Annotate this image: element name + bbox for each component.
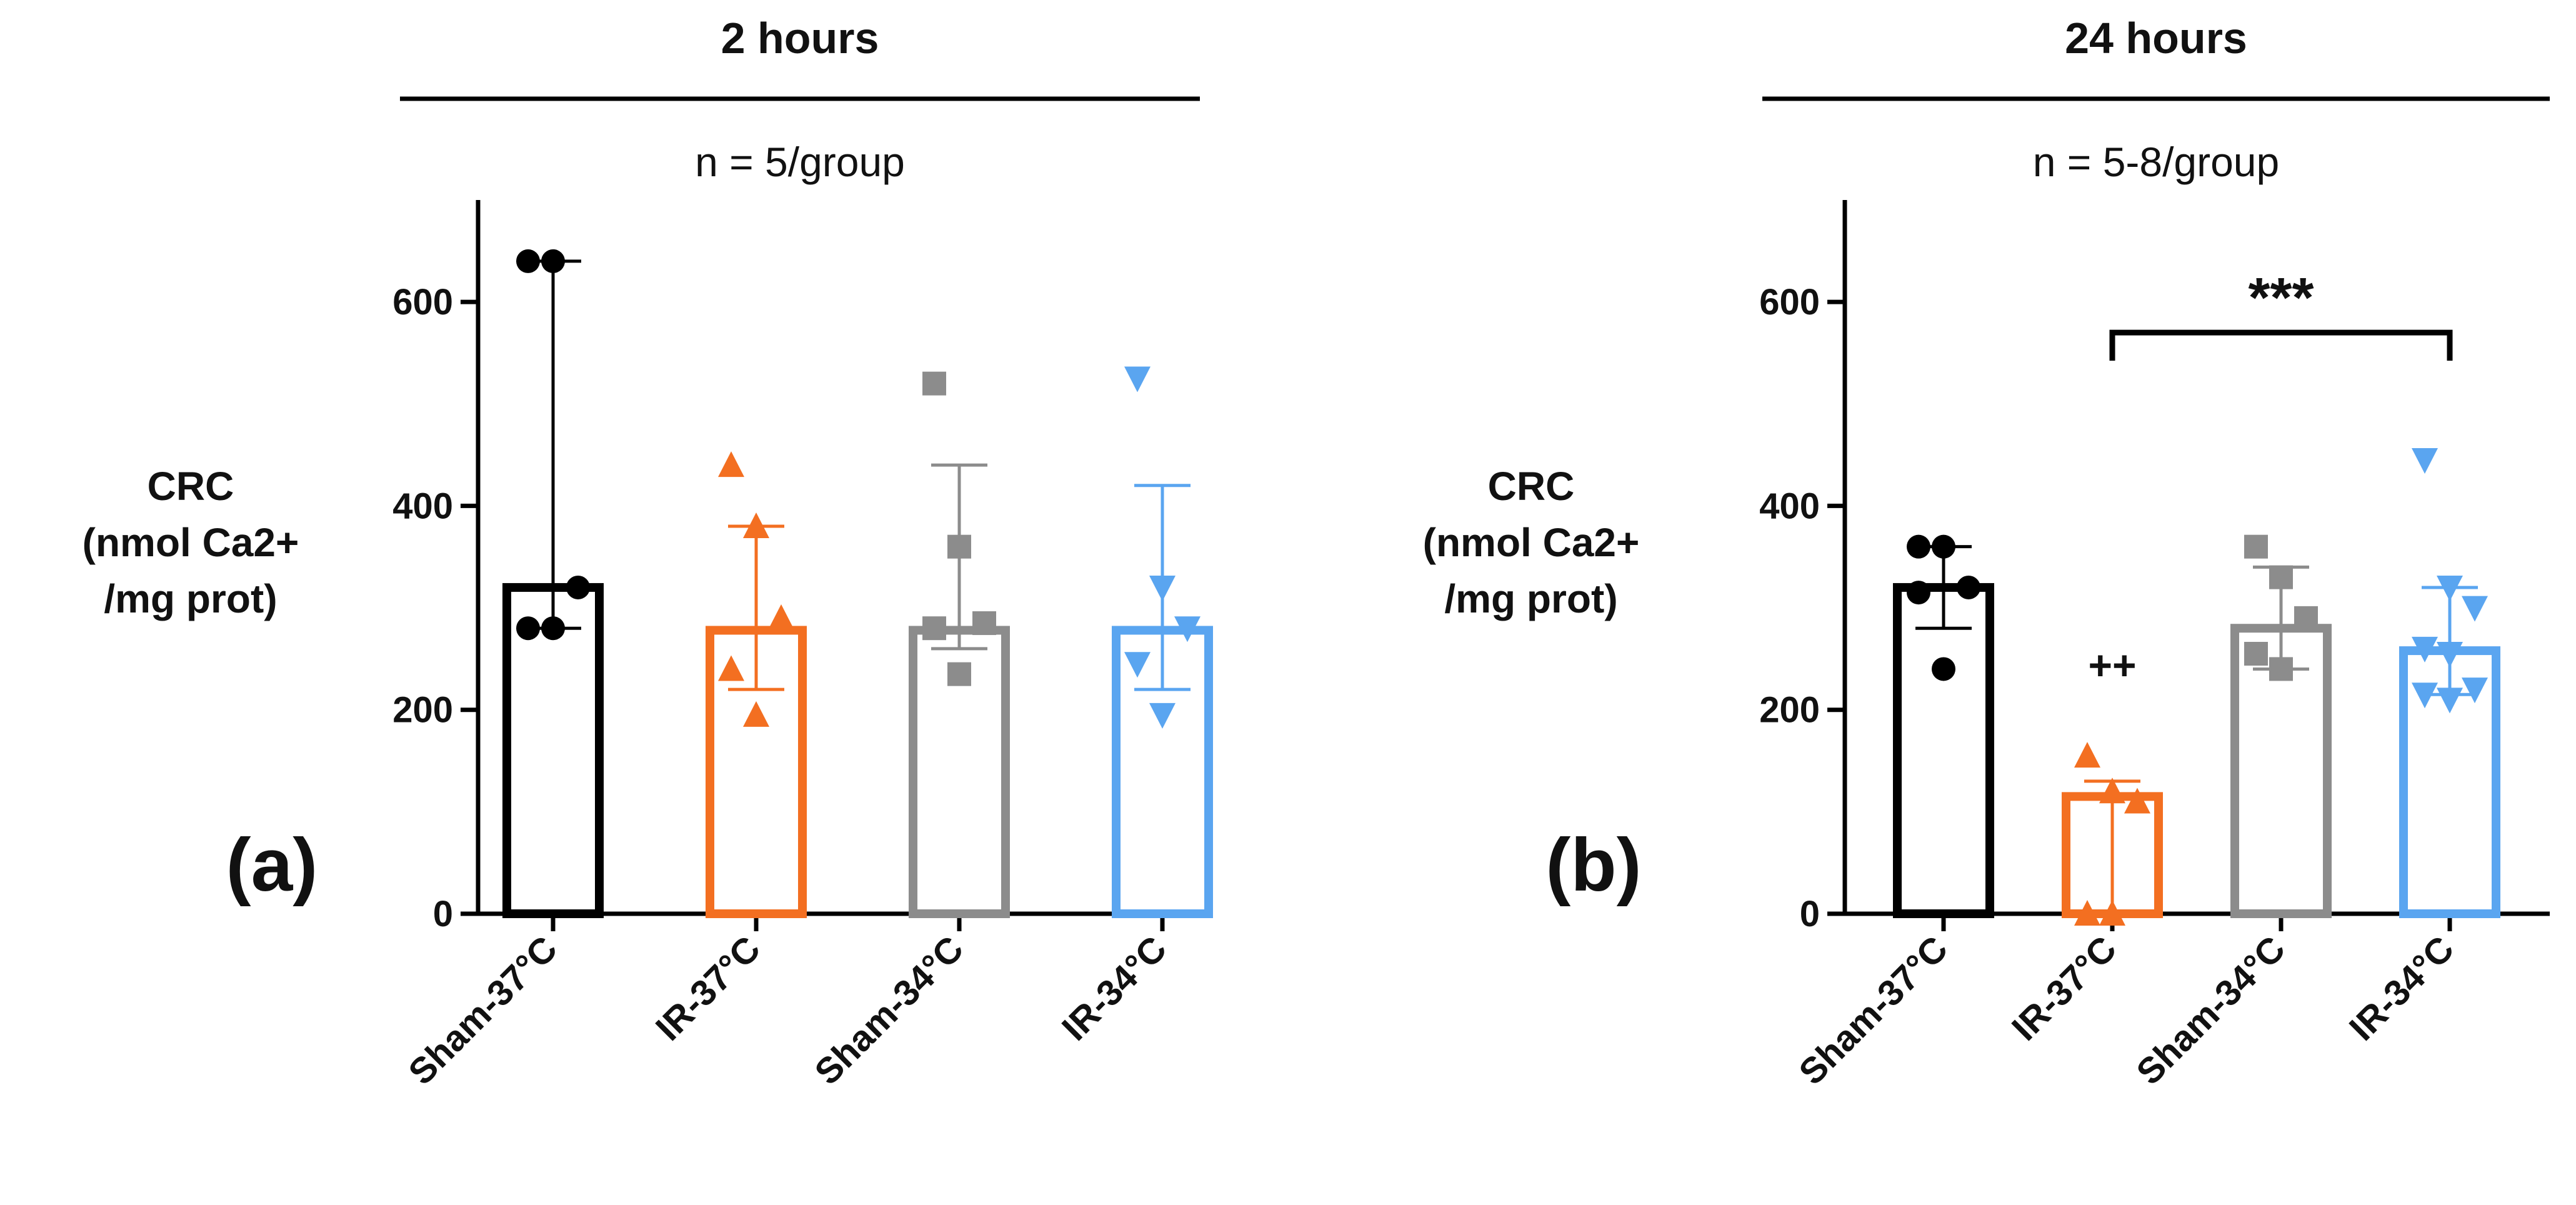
data-point	[2462, 678, 2488, 704]
data-point	[743, 701, 769, 727]
data-point	[1957, 575, 1980, 599]
data-point	[2244, 641, 2268, 666]
y-tick-label: 400	[392, 486, 453, 526]
data-point	[2294, 606, 2318, 630]
chart-subtitle: n = 5-8/group	[2033, 139, 2279, 185]
y-tick-label: 400	[1759, 486, 1820, 526]
significance-stars: ***	[2248, 267, 2314, 329]
data-point	[516, 249, 540, 273]
data-point	[1149, 575, 1176, 601]
y-tick-label: 0	[433, 894, 453, 934]
y-axis-label: CRC	[1488, 464, 1575, 509]
x-tick-label: IR-37°C	[2004, 928, 2124, 1048]
data-point	[2269, 565, 2293, 589]
chart-panel-b: 24 hours n = 5-8/group CRC (nmol Ca2+ /mg pr…	[1423, 14, 2550, 1092]
data-point	[1124, 366, 1151, 392]
x-tick-label: Sham-34°C	[807, 928, 971, 1092]
data-point	[768, 604, 794, 630]
data-point	[947, 662, 971, 686]
y-tick-label: 0	[1800, 894, 1820, 934]
data-point	[972, 611, 996, 636]
x-tick-label: IR-34°C	[2342, 928, 2462, 1048]
significance-bracket	[2109, 329, 2453, 361]
data-point	[2412, 682, 2438, 709]
y-tick-label: 600	[392, 282, 453, 322]
y-tick-label: 200	[392, 690, 453, 731]
data-point	[2074, 900, 2100, 926]
bar	[1893, 582, 1994, 918]
data-point	[1174, 616, 1201, 642]
data-point	[516, 616, 540, 641]
y-axis-label: /mg prot)	[1444, 576, 1617, 621]
data-point	[541, 616, 565, 641]
data-point	[947, 534, 971, 559]
data-point	[718, 451, 744, 478]
data-point	[2244, 534, 2268, 559]
data-point	[922, 371, 946, 396]
data-point	[1149, 702, 1176, 729]
data-point	[2099, 900, 2125, 926]
data-point	[2412, 448, 2438, 474]
x-tick-label: IR-34°C	[1054, 928, 1174, 1048]
chart-title: 24 hours	[2065, 14, 2247, 62]
data-point	[2412, 636, 2438, 662]
data-point	[2124, 788, 2150, 814]
y-axis-label: (nmol Ca2+	[82, 520, 299, 565]
data-point	[2074, 742, 2100, 768]
data-point	[2437, 688, 2463, 714]
y-axis-label: (nmol Ca2+	[1423, 520, 1640, 565]
data-point	[1124, 652, 1151, 678]
x-tick-label: IR-37°C	[648, 928, 768, 1048]
data-point	[2269, 657, 2293, 681]
x-tick-label: Sham-37°C	[1791, 928, 1955, 1092]
y-tick-label: 200	[1759, 690, 1820, 731]
data-point	[541, 249, 565, 273]
data-point	[1907, 534, 1930, 559]
chart-subtitle: n = 5/group	[695, 139, 905, 185]
data-point	[2099, 778, 2125, 804]
data-point	[2437, 641, 2463, 668]
chart-panel-a: 2 hours n = 5/group CRC (nmol Ca2+ /mg prot)…	[82, 14, 1213, 1092]
significance-marker: ++	[2088, 642, 2136, 688]
data-point	[2437, 575, 2463, 601]
x-tick-label: Sham-37°C	[401, 928, 565, 1092]
panel-label: (b)	[1545, 823, 1641, 907]
data-point	[1932, 534, 1955, 559]
panel-label: (a)	[226, 823, 318, 907]
y-tick-label: 600	[1759, 282, 1820, 322]
data-point	[743, 512, 769, 539]
y-axis-label: CRC	[147, 464, 234, 509]
y-axis-label: /mg prot)	[104, 576, 277, 621]
data-point	[566, 575, 590, 599]
data-point	[1907, 581, 1930, 605]
data-point	[2462, 596, 2488, 622]
chart-title: 2 hours	[721, 14, 879, 62]
x-tick-label: Sham-34°C	[2129, 928, 2293, 1092]
data-point	[1932, 657, 1955, 681]
data-point	[922, 616, 946, 641]
data-point	[718, 655, 744, 681]
